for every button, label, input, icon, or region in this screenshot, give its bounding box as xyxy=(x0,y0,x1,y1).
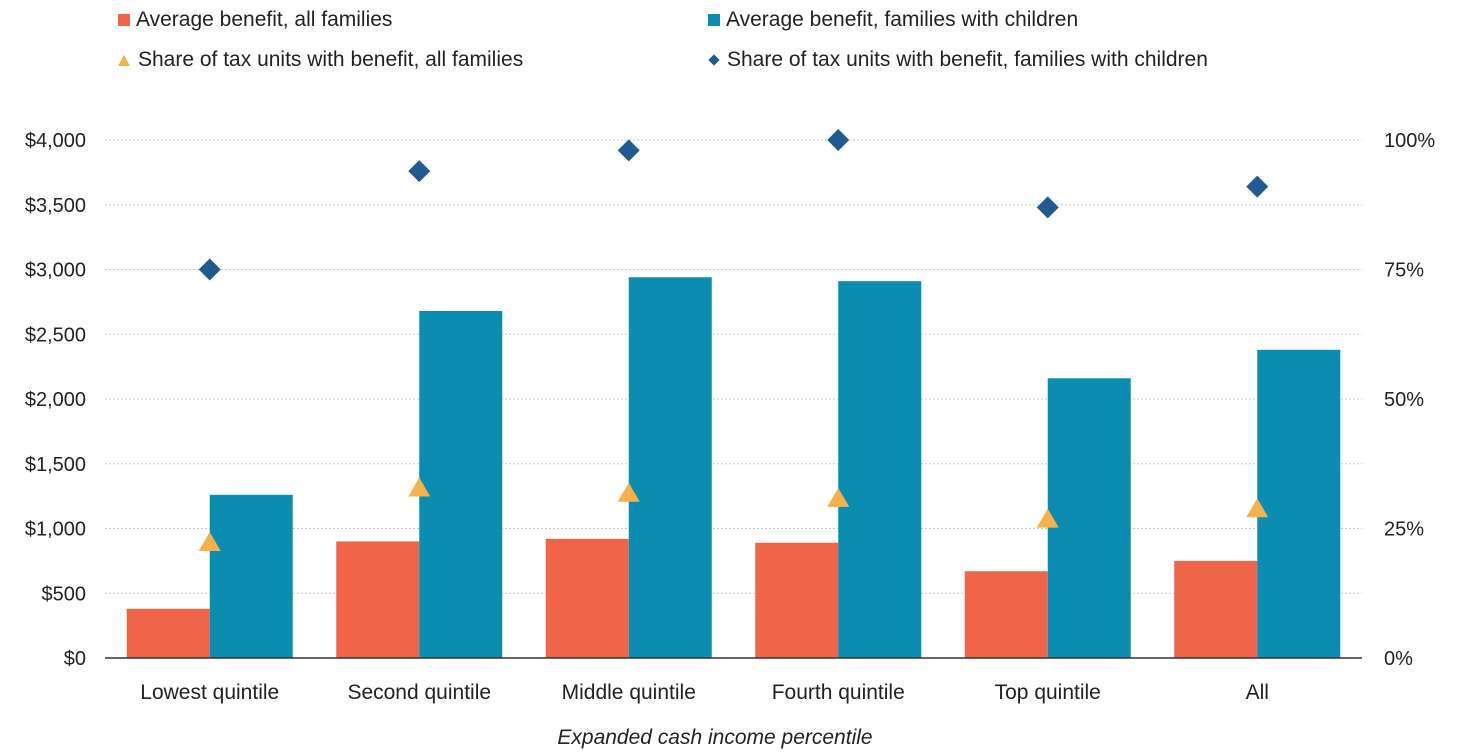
legend-label: Average benefit, families with children xyxy=(726,8,1079,31)
y-left-tick-label: $0 xyxy=(64,648,86,670)
x-tick-label: Fourth quintile xyxy=(772,681,905,704)
left-axis-ticks: $0 $500 $1,000 $1,500 $2,000 $2,500 $3,000 $3,5… xyxy=(25,130,86,670)
legend-label: Average benefit, all families xyxy=(136,8,393,31)
diamond-marker xyxy=(617,139,640,162)
bar xyxy=(1174,560,1258,658)
x-axis-ticks: Lowest quintile Second quintile Middle qui… xyxy=(140,681,1269,704)
y-left-tick-label: $500 xyxy=(42,583,87,605)
diamond-marker xyxy=(198,258,221,281)
legend-label: Share of tax units with benefit, all fam… xyxy=(138,48,524,71)
triangle-marker xyxy=(1246,498,1269,518)
right-axis-ticks: 0% 25% 50% 75% 100% xyxy=(1384,130,1435,670)
legend-label: Share of tax units with benefit, familie… xyxy=(727,48,1208,71)
bar xyxy=(126,608,210,658)
y-left-tick-label: $1,500 xyxy=(25,454,86,476)
bar xyxy=(209,494,293,658)
x-tick-label: Top quintile xyxy=(995,681,1101,704)
bar xyxy=(1257,349,1341,658)
x-tick-label: Middle quintile xyxy=(562,681,696,704)
bars xyxy=(105,277,1362,659)
diamond-marker xyxy=(408,160,431,183)
x-tick-label: Lowest quintile xyxy=(140,681,279,704)
markers xyxy=(198,129,1269,551)
triangle-swatch-icon xyxy=(118,54,130,66)
y-left-tick-label: $3,500 xyxy=(25,195,86,217)
bar xyxy=(419,310,503,658)
y-right-tick-label: 100% xyxy=(1384,130,1435,152)
y-left-tick-label: $2,000 xyxy=(25,389,86,411)
bar xyxy=(336,541,420,658)
x-axis-title: Expanded cash income percentile xyxy=(557,726,872,749)
triangle-marker xyxy=(1036,508,1059,528)
triangle-marker xyxy=(198,531,221,551)
bar xyxy=(545,538,629,658)
y-right-tick-label: 75% xyxy=(1384,260,1424,282)
bar xyxy=(1047,378,1131,658)
triangle-marker xyxy=(408,477,431,497)
legend: Average benefit, all families Average be… xyxy=(0,0,1460,90)
y-right-tick-label: 25% xyxy=(1384,519,1424,541)
bar xyxy=(628,277,712,658)
square-swatch-icon xyxy=(118,14,130,26)
diamond-marker xyxy=(827,129,850,151)
x-tick-label: Second quintile xyxy=(347,681,491,704)
legend-item-avg-all: Average benefit, all families xyxy=(118,8,392,32)
y-left-tick-label: $2,500 xyxy=(25,324,86,346)
legend-item-share-children: Share of tax units with benefit, familie… xyxy=(708,48,1208,72)
y-left-tick-label: $1,000 xyxy=(25,519,86,541)
y-left-tick-label: $3,000 xyxy=(25,260,86,282)
y-left-tick-label: $4,000 xyxy=(25,130,86,152)
legend-item-avg-children: Average benefit, families with children xyxy=(708,8,1078,32)
square-swatch-icon xyxy=(708,14,720,26)
bar xyxy=(838,281,922,658)
diamond-marker xyxy=(1036,196,1059,219)
triangle-marker xyxy=(827,487,850,507)
x-tick-label: All xyxy=(1246,681,1269,704)
bar xyxy=(964,571,1048,658)
bar xyxy=(755,542,839,658)
triangle-marker xyxy=(617,482,640,502)
legend-item-share-all: Share of tax units with benefit, all fam… xyxy=(118,48,523,72)
y-right-tick-label: 0% xyxy=(1384,648,1413,670)
gridlines xyxy=(105,139,1362,594)
y-right-tick-label: 50% xyxy=(1384,389,1424,411)
diamond-marker xyxy=(1246,175,1269,198)
